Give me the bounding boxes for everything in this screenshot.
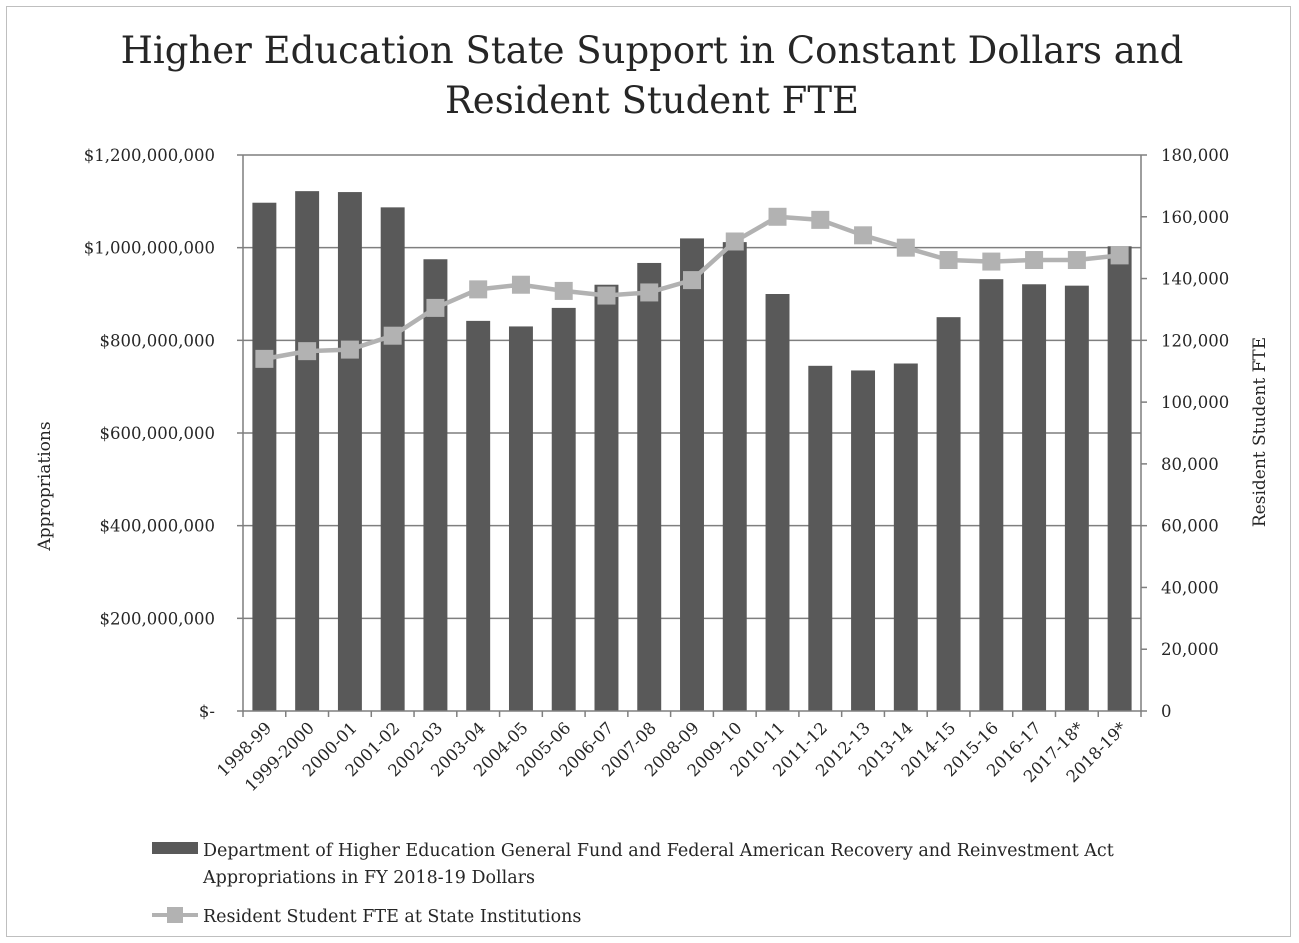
bar (1064, 285, 1089, 711)
line-point (640, 283, 659, 302)
line-point (298, 342, 317, 361)
right-tick-label: 180,000 (1161, 146, 1229, 165)
left-tick-label: $200,000,000 (100, 609, 215, 628)
bar (466, 320, 491, 711)
line-point (340, 340, 359, 359)
line-point (939, 251, 958, 270)
legend-line-marker (167, 907, 183, 923)
bar (1107, 246, 1132, 711)
bar (722, 242, 747, 711)
line-point (426, 298, 445, 317)
line-point (469, 280, 488, 299)
bar (508, 326, 533, 711)
right-tick-label: 160,000 (1161, 208, 1229, 227)
bar (337, 192, 362, 712)
bar (808, 365, 833, 711)
line-point (982, 252, 1001, 271)
right-tick-label: 140,000 (1161, 270, 1229, 289)
right-tick-label: 0 (1161, 702, 1172, 721)
left-tick-label: $800,000,000 (100, 331, 215, 350)
line-point (383, 326, 402, 345)
line-point (811, 210, 830, 229)
line-series (255, 207, 1129, 368)
right-axis-ticks: 0 20,000 40,000 60,000 80,000 100,000 120,000 1… (1141, 146, 1229, 721)
left-axis-ticks: $- $200,000,000 $400,000,000 $600,000,000 $8… (84, 146, 243, 721)
left-tick-label: $400,000,000 (100, 517, 215, 536)
chart-title-line-1: Higher Education State Support in Consta… (121, 29, 1184, 72)
bar (893, 363, 918, 711)
right-tick-label: 20,000 (1161, 640, 1219, 659)
bar (936, 317, 961, 711)
left-axis-title: Appropriations (35, 421, 55, 551)
bar (765, 294, 790, 711)
bar (423, 259, 448, 711)
right-tick-label: 120,000 (1161, 331, 1229, 350)
line-point (768, 207, 787, 226)
line-point (511, 275, 530, 294)
line-point (896, 238, 915, 257)
line-point (683, 271, 701, 290)
line-point (554, 281, 573, 300)
x-axis-ticks: 1998-991999-20002000-012001-022002-03200… (213, 711, 1142, 795)
line-point (1025, 251, 1044, 270)
chart-title: Higher Education State Support in Consta… (121, 29, 1184, 122)
left-tick-label: $1,200,000,000 (84, 146, 215, 165)
legend-bar-label-line-1: Department of Higher Education General F… (203, 841, 1114, 861)
line-point (725, 232, 744, 251)
legend-bar-swatch (152, 842, 198, 854)
legend: Department of Higher Education General F… (152, 841, 1114, 927)
right-tick-label: 60,000 (1161, 517, 1219, 536)
chart-title-line-2: Resident Student FTE (445, 79, 859, 122)
bar (979, 279, 1004, 711)
bar (680, 238, 704, 711)
line-point (1110, 246, 1129, 265)
bar (594, 284, 619, 711)
bar (637, 262, 662, 711)
left-tick-label: $1,000,000,000 (84, 239, 215, 258)
bar (295, 191, 320, 711)
chart-frame (6, 6, 1291, 937)
left-tick-label: $- (199, 702, 215, 721)
line-point (597, 286, 616, 305)
line-point (1067, 251, 1086, 270)
right-tick-label: 100,000 (1161, 393, 1229, 412)
bar (380, 207, 405, 711)
bar-series (252, 191, 1132, 712)
legend-bar-label-line-2: Appropriations in FY 2018-19 Dollars (202, 868, 535, 888)
line-point (854, 226, 873, 245)
bar (252, 202, 277, 711)
right-tick-label: 80,000 (1161, 455, 1219, 474)
right-axis-title: Resident Student FTE (1250, 337, 1270, 527)
right-tick-label: 40,000 (1161, 578, 1219, 597)
legend-line-label: Resident Student FTE at State Institutio… (203, 907, 581, 927)
bar (1022, 284, 1047, 711)
bar (851, 370, 876, 711)
left-tick-label: $600,000,000 (100, 424, 215, 443)
line-point (255, 349, 274, 368)
bar (551, 307, 576, 711)
